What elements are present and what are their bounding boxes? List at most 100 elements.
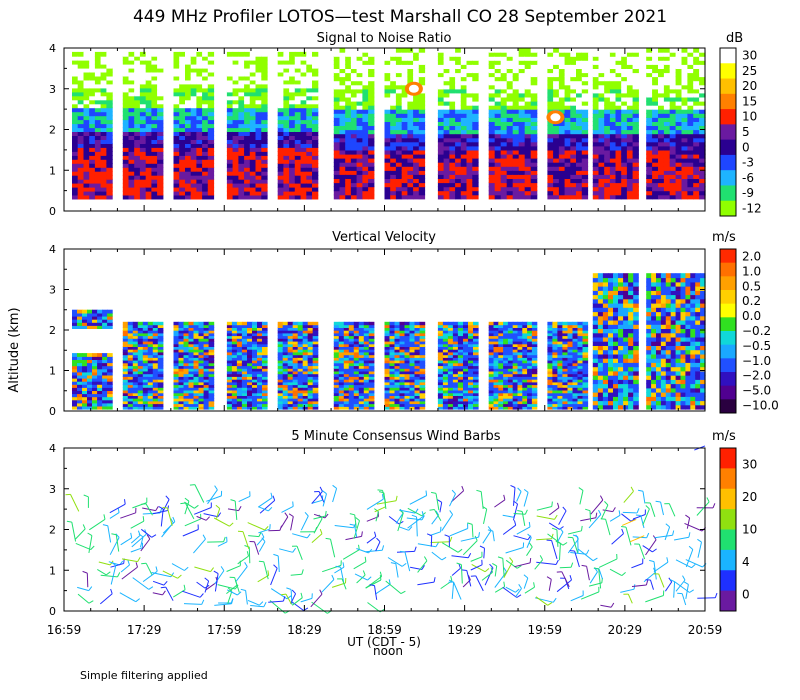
vv-cell xyxy=(147,327,154,331)
vv-cell xyxy=(82,387,88,391)
snr-cell xyxy=(202,190,209,196)
vv-cell xyxy=(302,395,309,399)
vv-cell xyxy=(353,389,360,394)
snr-cell xyxy=(658,166,665,171)
snr-cell xyxy=(413,76,420,82)
vv-cell xyxy=(302,338,309,342)
vv-cell xyxy=(92,390,98,395)
snr-cell xyxy=(277,123,284,129)
vv-cell xyxy=(297,398,304,402)
snr-cell xyxy=(576,166,583,171)
snr-cell xyxy=(122,151,130,156)
vv-cell xyxy=(292,327,299,331)
snr-cell xyxy=(621,161,628,167)
snr-cell xyxy=(94,135,102,140)
vv-cell xyxy=(157,392,164,396)
snr-cell xyxy=(632,72,639,78)
snr-cell xyxy=(145,127,152,132)
snr-cell xyxy=(669,186,677,192)
snr-cell xyxy=(238,87,245,93)
snr-cell xyxy=(437,190,445,196)
snr-cell xyxy=(687,125,694,131)
snr-cell xyxy=(455,100,462,106)
snr-cell xyxy=(238,155,245,160)
snr-cell xyxy=(524,133,532,139)
vv-cell xyxy=(142,330,149,334)
snr-cell xyxy=(289,91,296,97)
snr-cell xyxy=(570,88,577,94)
snr-cell xyxy=(185,151,192,156)
snr-cell xyxy=(306,55,313,61)
vv-cell xyxy=(252,351,258,356)
snr-cell xyxy=(592,108,600,114)
snr-cell xyxy=(437,47,445,53)
snr-cell xyxy=(570,137,577,143)
colorbar-frame xyxy=(719,47,737,217)
snr-cell xyxy=(384,174,391,179)
snr-cell xyxy=(609,166,617,171)
snr-cell xyxy=(190,51,197,57)
snr-cell xyxy=(226,123,234,129)
snr-cell xyxy=(362,47,369,53)
snr-cell xyxy=(693,76,700,82)
snr-cell xyxy=(384,157,391,163)
vv-cell xyxy=(77,371,83,376)
vv-cell xyxy=(102,312,108,317)
vv-cell xyxy=(97,325,103,329)
vv-cell xyxy=(252,359,258,364)
vv-cell xyxy=(277,398,284,402)
snr-cell xyxy=(407,170,414,175)
vv-cell xyxy=(363,387,370,391)
snr-cell xyxy=(530,92,538,98)
vv-cell xyxy=(231,321,238,326)
snr-cell xyxy=(190,67,197,73)
snr-cell xyxy=(261,194,268,200)
vv-cell xyxy=(389,376,396,380)
vv-cell xyxy=(147,343,154,347)
vv-cell xyxy=(368,370,375,375)
snr-cell xyxy=(401,84,408,90)
snr-cell xyxy=(407,51,414,57)
snr-cell xyxy=(226,71,234,77)
vv-cell xyxy=(307,349,314,353)
snr-cell xyxy=(488,186,496,192)
snr-cell xyxy=(249,174,257,180)
snr-cell xyxy=(100,115,107,121)
vv-cell xyxy=(183,351,190,356)
vv-cell xyxy=(178,379,185,383)
snr-cell xyxy=(77,178,84,184)
vv-cell xyxy=(77,390,83,395)
vv-cell xyxy=(277,384,284,388)
snr-cell xyxy=(576,153,583,159)
snr-cell xyxy=(255,143,262,148)
snr-cell xyxy=(621,174,628,179)
snr-cell xyxy=(244,139,251,144)
snr-cell xyxy=(553,157,560,163)
snr-cell xyxy=(339,137,346,143)
vv-cell xyxy=(183,362,190,367)
snr-cell xyxy=(289,67,296,73)
snr-cell xyxy=(190,79,197,85)
vv-cell xyxy=(231,381,238,386)
vv-cell xyxy=(363,384,370,388)
vv-cell xyxy=(338,354,345,358)
snr-cell xyxy=(609,174,617,179)
snr-cell xyxy=(255,174,262,180)
snr-cell xyxy=(249,186,257,192)
snr-cell xyxy=(413,108,420,114)
snr-cell xyxy=(524,174,532,179)
vv-cell xyxy=(77,309,83,314)
snr-cell xyxy=(443,129,450,135)
vv-cell xyxy=(384,370,391,375)
snr-cell xyxy=(151,186,158,192)
snr-cell xyxy=(185,190,192,196)
snr-cell xyxy=(356,117,363,122)
snr-cell xyxy=(699,80,706,86)
snr-cell xyxy=(512,47,520,53)
snr-cell xyxy=(669,80,677,86)
vv-cell xyxy=(231,330,238,334)
vv-cell xyxy=(152,357,159,361)
snr-cell xyxy=(558,88,566,94)
snr-cell xyxy=(395,84,403,90)
snr-cell xyxy=(190,194,197,200)
